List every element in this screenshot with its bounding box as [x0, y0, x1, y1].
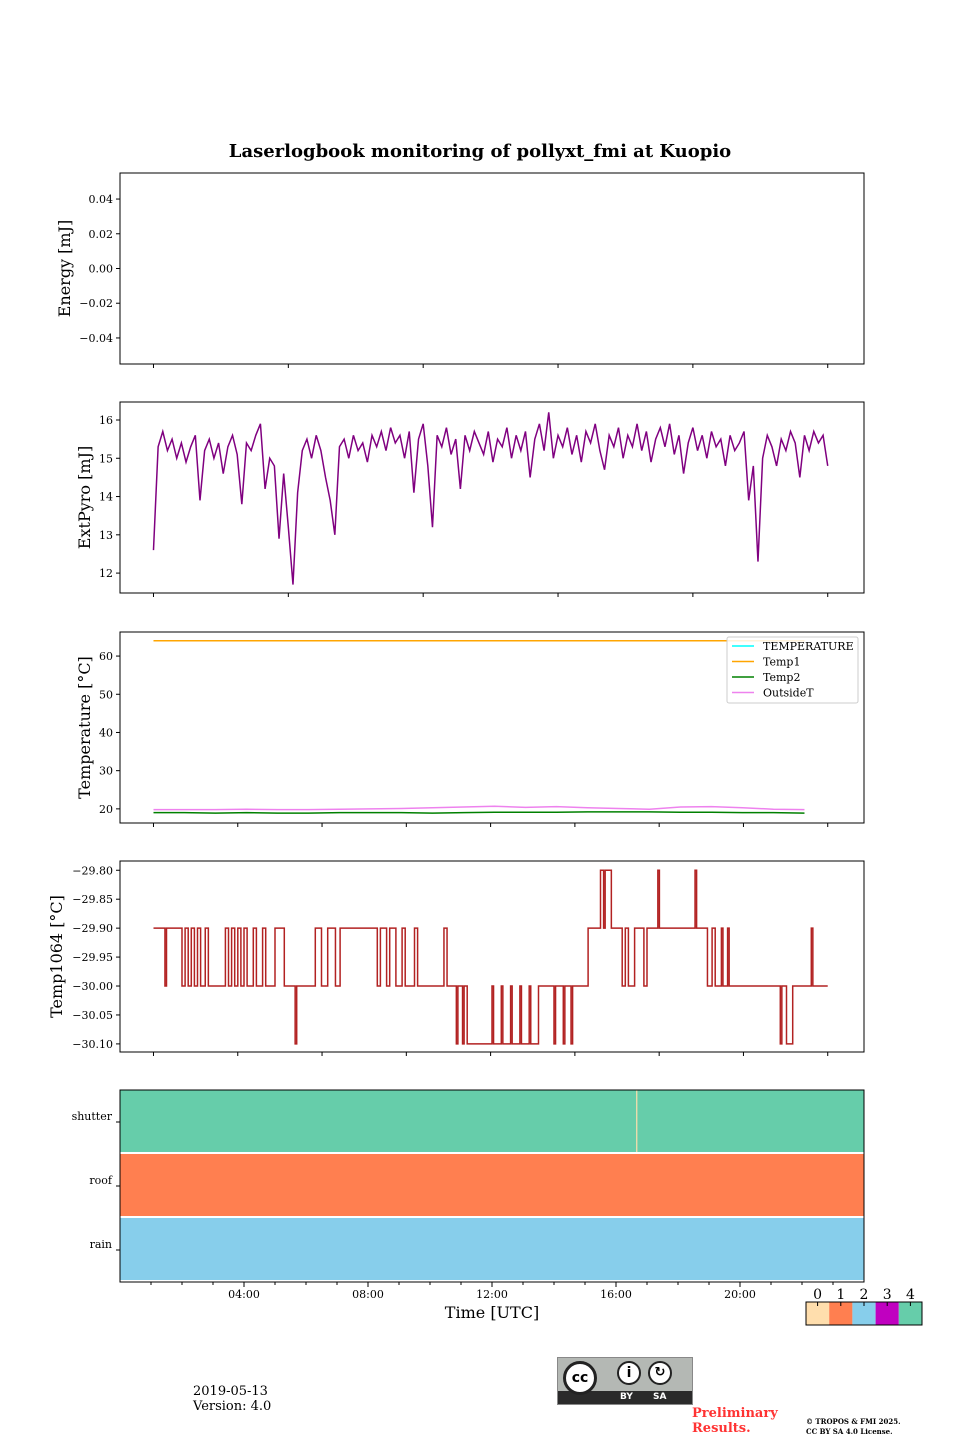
x-tick-label: 16:00 — [600, 1288, 632, 1301]
footer-version: Version: 4.0 — [193, 1399, 272, 1414]
legend-label: Temp2 — [763, 671, 800, 684]
y-tick-label: 16 — [99, 414, 113, 427]
row-label-rain: rain — [90, 1238, 112, 1251]
x-tick-label: 04:00 — [228, 1288, 260, 1301]
colorbar-tick-label: 3 — [883, 1287, 892, 1303]
y-tick-label: −29.95 — [72, 951, 113, 964]
copyright-line1: © TROPOS & FMI 2025. — [806, 1417, 901, 1426]
y-tick-label: −29.85 — [72, 893, 113, 906]
preliminary-label: Preliminary Results. — [692, 1406, 778, 1436]
y-tick-label: 12 — [99, 567, 113, 580]
y-tick-label: −29.90 — [72, 922, 113, 935]
by-icon: i — [617, 1361, 641, 1385]
series-line-temp2 — [153, 811, 805, 814]
status-band-rain — [120, 1218, 864, 1280]
colorbar-swatch — [852, 1302, 876, 1325]
x-tick-label: 08:00 — [352, 1288, 384, 1301]
cc-icon: cc — [563, 1361, 597, 1395]
colorbar-tick-label: 1 — [836, 1287, 845, 1303]
x-axis-label: Time [UTC] — [445, 1303, 539, 1322]
legend-box — [726, 636, 859, 704]
y-tick-label: 0.00 — [89, 263, 114, 276]
figure-title: Laserlogbook monitoring of pollyxt_fmi a… — [228, 141, 732, 162]
y-tick-label: −29.80 — [72, 864, 113, 877]
series-line-extpyro — [152, 412, 829, 585]
y-tick-label: 20 — [99, 803, 113, 816]
legend-label: TEMPERATURE — [763, 640, 854, 653]
y-tick-label: 50 — [99, 688, 113, 701]
series-line-outsidet — [153, 805, 805, 811]
row-label-shutter: shutter — [72, 1110, 113, 1123]
preliminary-line1: Preliminary — [692, 1406, 778, 1421]
colorbar-swatch — [829, 1302, 853, 1325]
y-tick-label: 0.02 — [89, 228, 114, 241]
status-change-mark — [636, 1090, 638, 1152]
footer-date: 2019-05-13 — [193, 1384, 268, 1399]
copyright-label: © TROPOS & FMI 2025. CC BY SA 4.0 Licens… — [806, 1417, 901, 1437]
colorbar-swatch — [806, 1302, 830, 1325]
series-line-temp1064 — [153, 869, 828, 1045]
colorbar-tick-label: 0 — [813, 1287, 822, 1303]
colorbar-swatch — [875, 1302, 899, 1325]
colorbar-swatch — [898, 1302, 922, 1325]
legend-label: OutsideT — [763, 687, 814, 700]
y-axis-label: Temperature [°C] — [75, 656, 94, 799]
preliminary-line2: Results. — [692, 1421, 751, 1436]
y-tick-label: 15 — [99, 452, 113, 465]
y-axis-label: Temp1064 [°C] — [47, 895, 66, 1018]
x-tick-label: 12:00 — [476, 1288, 508, 1301]
status-band-shutter — [120, 1090, 864, 1152]
legend-label: Temp1 — [763, 656, 800, 669]
y-tick-label: −0.04 — [79, 332, 113, 345]
cc-by-sa-logo: cc i ↻ BY SA — [557, 1357, 693, 1405]
y-tick-label: −0.02 — [79, 297, 113, 310]
axes-frame-1 — [119, 172, 865, 365]
y-tick-label: 13 — [99, 529, 113, 542]
x-tick-label: 20:00 — [724, 1288, 756, 1301]
sa-icon: ↻ — [648, 1361, 672, 1385]
y-tick-label: 30 — [99, 765, 113, 778]
copyright-line2: CC BY SA 4.0 License. — [806, 1427, 893, 1436]
row-label-roof: roof — [89, 1174, 113, 1187]
colorbar-frame — [805, 1301, 923, 1326]
y-axis-label: Energy [mJ] — [55, 220, 74, 318]
y-tick-label: 60 — [99, 650, 113, 663]
y-tick-label: 40 — [99, 726, 113, 739]
y-axis-label: ExtPyro [mJ] — [75, 446, 94, 549]
status-band-roof — [120, 1154, 864, 1216]
y-tick-label: −30.10 — [72, 1038, 113, 1051]
y-tick-label: −30.05 — [72, 1009, 113, 1022]
y-tick-label: 0.04 — [89, 193, 114, 206]
y-tick-label: −30.00 — [72, 980, 113, 993]
colorbar-tick-label: 2 — [860, 1287, 869, 1303]
y-tick-label: 14 — [99, 491, 113, 504]
colorbar-tick-label: 4 — [906, 1287, 915, 1303]
axes-frame-2 — [119, 401, 865, 594]
